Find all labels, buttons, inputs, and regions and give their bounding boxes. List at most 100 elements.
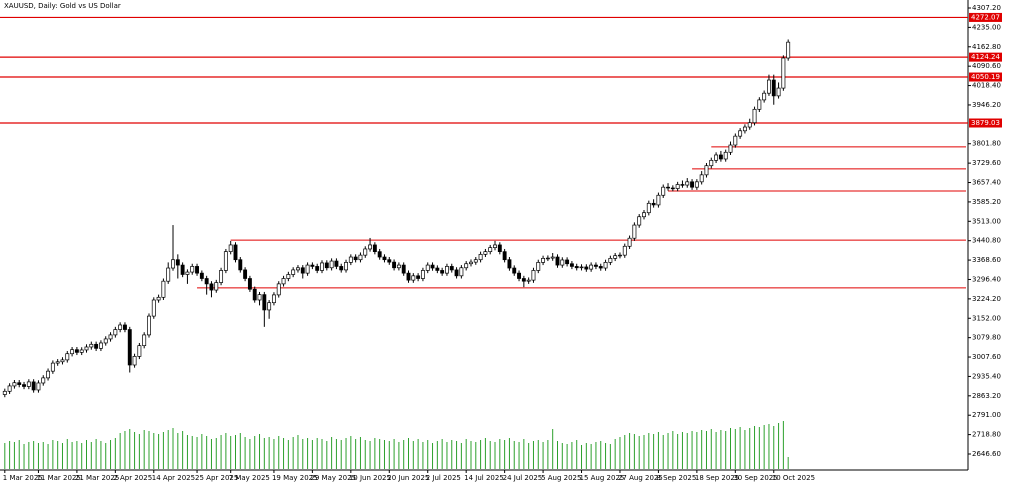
candle-body bbox=[296, 267, 300, 271]
candle-body bbox=[17, 382, 22, 385]
candle-body bbox=[502, 251, 507, 261]
candle-body bbox=[118, 324, 123, 330]
candle-body bbox=[358, 254, 363, 261]
candle-body bbox=[473, 259, 478, 263]
candle-body bbox=[526, 279, 531, 282]
candle-body bbox=[98, 342, 103, 349]
candle-body bbox=[771, 79, 776, 97]
candle-body bbox=[613, 255, 618, 259]
candle-body bbox=[31, 381, 36, 391]
price-level-tag bbox=[969, 52, 1002, 62]
candle-body bbox=[12, 382, 17, 387]
candle-body bbox=[271, 294, 276, 304]
x-tick-label: 14 Apr 2025 bbox=[152, 474, 195, 482]
candle-body bbox=[41, 377, 46, 384]
candle-body bbox=[166, 267, 171, 282]
x-tick-label: 21 Mar 2025 bbox=[75, 474, 119, 482]
candle-body bbox=[497, 244, 502, 253]
candle-body bbox=[228, 244, 233, 253]
candle-body bbox=[339, 266, 344, 271]
candle-body bbox=[387, 259, 392, 263]
candle-body bbox=[171, 259, 175, 269]
x-tick-label: 5 Aug 2025 bbox=[541, 474, 581, 482]
candle-body bbox=[113, 329, 118, 336]
candle-body bbox=[363, 248, 368, 256]
candle-body bbox=[123, 324, 127, 330]
x-tick-label: 18 Sep 2025 bbox=[695, 474, 739, 482]
x-tick-label: 7 May 2025 bbox=[229, 474, 270, 482]
candle-body bbox=[752, 108, 757, 124]
x-tick-label: 24 Jul 2025 bbox=[503, 474, 543, 482]
candle-body bbox=[449, 266, 454, 271]
candle-body bbox=[223, 251, 228, 271]
candle-body bbox=[108, 334, 113, 340]
candle-body bbox=[560, 259, 565, 266]
candle-body bbox=[776, 87, 781, 97]
candle-body bbox=[593, 264, 598, 267]
candle-body bbox=[627, 237, 632, 247]
candle-body bbox=[74, 349, 79, 353]
candle-body bbox=[618, 254, 622, 257]
candle-body bbox=[185, 271, 190, 275]
candle-body bbox=[2, 390, 7, 395]
candle-body bbox=[94, 343, 99, 349]
candle-body bbox=[65, 353, 70, 361]
candle-body bbox=[127, 329, 132, 366]
candle-body bbox=[512, 267, 517, 274]
candle-body bbox=[50, 362, 55, 372]
candle-body bbox=[757, 99, 762, 110]
y-tick-label: 2646.60 bbox=[972, 450, 1001, 458]
candle-body bbox=[469, 261, 473, 265]
candle-body bbox=[329, 260, 334, 269]
y-tick-label: 4235.00 bbox=[972, 23, 1001, 31]
candle-body bbox=[84, 346, 89, 351]
candle-body bbox=[632, 224, 637, 239]
candle-body bbox=[190, 266, 195, 273]
candle-body bbox=[569, 263, 574, 267]
candle-body bbox=[7, 385, 12, 392]
candle-body bbox=[219, 270, 224, 283]
candle-body bbox=[786, 41, 791, 59]
candle-body bbox=[243, 269, 248, 279]
candle-body bbox=[142, 334, 147, 347]
candle-body bbox=[666, 186, 670, 189]
price-level-tag bbox=[969, 72, 1002, 82]
candle-body bbox=[204, 278, 209, 285]
candle-body bbox=[267, 302, 272, 311]
candle-body bbox=[238, 259, 243, 271]
candle-body bbox=[420, 270, 425, 279]
candle-body bbox=[531, 270, 536, 281]
candle-body bbox=[305, 264, 310, 274]
y-tick-label: 3079.80 bbox=[972, 334, 1001, 342]
x-tick-label: 20 Jun 2025 bbox=[387, 474, 429, 482]
candle-body bbox=[483, 251, 488, 255]
candle-body bbox=[670, 187, 675, 190]
price-level-label: 4124.24 bbox=[971, 53, 1000, 61]
x-tick-label: 2 Jul 2025 bbox=[426, 474, 461, 482]
candle-body bbox=[26, 381, 31, 387]
candle-body bbox=[46, 370, 51, 379]
candle-body bbox=[723, 151, 728, 160]
candle-body bbox=[637, 216, 642, 226]
candle-body bbox=[565, 259, 570, 265]
candle-body bbox=[132, 356, 137, 366]
candle-body bbox=[382, 256, 387, 261]
candle-body bbox=[603, 262, 608, 269]
y-tick-label: 3513.00 bbox=[972, 217, 1001, 225]
candle-body bbox=[233, 244, 238, 261]
y-tick-label: 4018.40 bbox=[972, 82, 1001, 90]
candle-body bbox=[579, 266, 584, 269]
candle-body bbox=[103, 338, 108, 344]
candle-body bbox=[60, 359, 65, 363]
candle-body bbox=[574, 266, 579, 269]
candle-body bbox=[714, 154, 719, 161]
candle-body bbox=[22, 384, 26, 387]
y-tick-label: 2863.20 bbox=[972, 392, 1001, 400]
y-tick-label: 2935.40 bbox=[972, 372, 1001, 380]
candle-body bbox=[675, 184, 680, 189]
candle-body bbox=[416, 275, 421, 279]
candle-body bbox=[704, 165, 709, 176]
candle-body bbox=[195, 266, 199, 274]
candle-body bbox=[493, 244, 497, 248]
